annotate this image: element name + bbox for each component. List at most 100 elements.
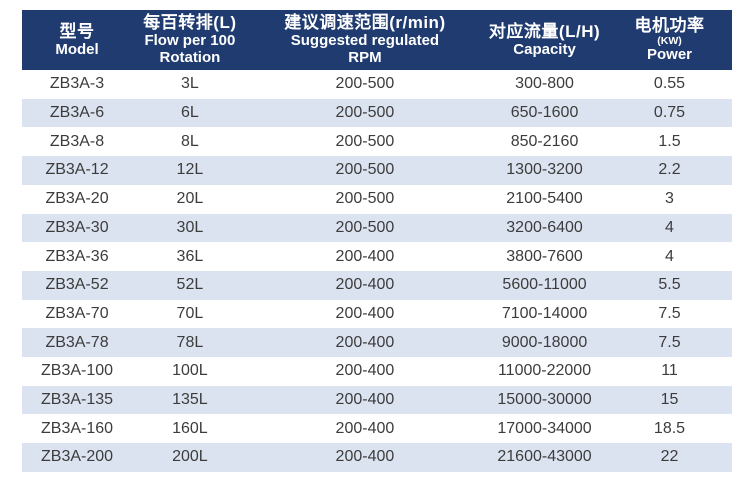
cell-rpm: 200-400 — [335, 448, 395, 466]
cell-capacity: 1300-3200 — [506, 161, 583, 179]
header-capacity-zh: 对应流量(L/H) — [488, 21, 601, 41]
header-flow-en1: Flow per 100 — [144, 32, 236, 50]
cell-capacity: 7100-14000 — [501, 304, 588, 322]
cell-power: 0.55 — [653, 75, 686, 93]
header-model-zh: 型号 — [59, 21, 95, 41]
cell-power: 1.5 — [658, 132, 681, 150]
cell-flow: 3L — [181, 75, 199, 93]
table-body: ZB3A-3 3L 200-500 300-800 0.55 ZB3A-6 6L… — [22, 70, 732, 472]
cell-capacity: 11000-22000 — [497, 362, 592, 380]
cell-model: ZB3A-30 — [45, 218, 109, 236]
cell-rpm: 200-500 — [335, 75, 395, 93]
header-flow-zh: 每百转排(L) — [143, 13, 237, 33]
table-header: 型号 Model 每百转排(L) Flow per 100 Rotation 建… — [22, 10, 732, 70]
cell-model: ZB3A-52 — [45, 276, 109, 294]
cell-rpm: 200-500 — [335, 161, 395, 179]
table-row: ZB3A-3 3L 200-500 300-800 0.55 — [22, 70, 732, 99]
table-row: ZB3A-70 70L 200-400 7100-14000 7.5 — [22, 300, 732, 329]
cell-model: ZB3A-8 — [49, 132, 105, 150]
cell-power: 15 — [660, 391, 679, 409]
header-rpm-zh: 建议调速范围(r/min) — [284, 13, 446, 33]
cell-rpm: 200-400 — [335, 276, 395, 294]
header-rpm-en2: RPM — [348, 49, 382, 67]
table-row: ZB3A-36 36L 200-400 3800-7600 4 — [22, 242, 732, 271]
cell-rpm: 200-500 — [335, 190, 395, 208]
cell-flow: 30L — [176, 218, 204, 236]
cell-capacity: 15000-30000 — [497, 391, 592, 409]
cell-power: 4 — [665, 218, 674, 236]
cell-capacity: 650-1600 — [510, 104, 579, 122]
header-model-en: Model — [55, 40, 99, 58]
cell-flow: 6L — [181, 104, 199, 122]
header-power-en: Power — [646, 45, 692, 63]
cell-rpm: 200-400 — [335, 333, 395, 351]
cell-flow: 78L — [176, 333, 204, 351]
header-capacity-en: Capacity — [513, 40, 576, 58]
cell-capacity: 9000-18000 — [501, 333, 588, 351]
header-cell-rpm: 建议调速范围(r/min) Suggested regulated RPM — [248, 10, 482, 70]
cell-power: 3 — [665, 190, 674, 208]
cell-power: 7.5 — [658, 304, 681, 322]
table-row: ZB3A-78 78L 200-400 9000-18000 7.5 — [22, 328, 732, 358]
header-power-zh: 电机功率 — [634, 16, 705, 36]
cell-capacity: 21600-43000 — [497, 448, 592, 466]
cell-flow: 70L — [176, 304, 204, 322]
cell-model: ZB3A-160 — [41, 419, 114, 437]
header-rpm-en1: Suggested regulated — [290, 32, 440, 50]
table-row: ZB3A-20 20L 200-500 2100-5400 3 — [22, 185, 732, 214]
header-flow-en2: Rotation — [159, 49, 221, 67]
table-row: ZB3A-200 200L 200-400 21600-43000 22 — [22, 443, 732, 472]
table-row: ZB3A-135 135L 200-400 15000-30000 15 — [22, 385, 732, 415]
cell-flow: 160L — [172, 419, 208, 437]
table-row: ZB3A-100 100L 200-400 11000-22000 11 — [22, 357, 732, 386]
header-cell-capacity: 对应流量(L/H) Capacity — [482, 10, 607, 70]
cell-model: ZB3A-200 — [41, 448, 114, 466]
table-row: ZB3A-52 52L 200-400 5600-11000 5.5 — [22, 270, 732, 300]
cell-flow: 20L — [176, 190, 204, 208]
cell-capacity: 17000-34000 — [497, 419, 592, 437]
spec-table: 型号 Model 每百转排(L) Flow per 100 Rotation 建… — [22, 10, 732, 472]
cell-model: ZB3A-12 — [45, 161, 109, 179]
cell-capacity: 3800-7600 — [506, 247, 583, 265]
cell-flow: 100L — [172, 362, 208, 380]
cell-power: 2.2 — [658, 161, 681, 179]
cell-rpm: 200-400 — [335, 304, 395, 322]
table-row: ZB3A-6 6L 200-500 650-1600 0.75 — [22, 98, 732, 128]
cell-flow: 200L — [172, 448, 208, 466]
cell-power: 5.5 — [658, 276, 681, 294]
cell-rpm: 200-500 — [335, 132, 395, 150]
cell-rpm: 200-500 — [335, 104, 395, 122]
cell-rpm: 200-500 — [335, 218, 395, 236]
cell-model: ZB3A-70 — [45, 304, 109, 322]
header-cell-power: 电机功率 (KW) Power — [607, 10, 732, 70]
cell-flow: 12L — [176, 161, 204, 179]
cell-power: 4 — [665, 247, 674, 265]
cell-power: 18.5 — [653, 419, 686, 437]
header-cell-model: 型号 Model — [22, 10, 132, 70]
cell-rpm: 200-400 — [335, 247, 395, 265]
cell-model: ZB3A-36 — [45, 247, 109, 265]
cell-flow: 8L — [181, 132, 199, 150]
cell-model: ZB3A-6 — [49, 104, 105, 122]
cell-model: ZB3A-135 — [41, 391, 114, 409]
header-cell-flow: 每百转排(L) Flow per 100 Rotation — [132, 10, 248, 70]
cell-capacity: 5600-11000 — [502, 276, 587, 294]
table-row: ZB3A-30 30L 200-500 3200-6400 4 — [22, 213, 732, 243]
cell-flow: 135L — [172, 391, 208, 409]
header-power-unit: (KW) — [657, 35, 682, 48]
cell-model: ZB3A-78 — [45, 333, 109, 351]
cell-flow: 52L — [176, 276, 204, 294]
cell-flow: 36L — [176, 247, 204, 265]
cell-power: 11 — [661, 362, 678, 380]
cell-power: 7.5 — [658, 333, 681, 351]
table-row: ZB3A-160 160L 200-400 17000-34000 18.5 — [22, 414, 732, 443]
table-row: ZB3A-12 12L 200-500 1300-3200 2.2 — [22, 156, 732, 185]
cell-rpm: 200-400 — [335, 362, 395, 380]
cell-power: 22 — [660, 448, 679, 466]
cell-capacity: 850-2160 — [510, 132, 579, 150]
cell-rpm: 200-400 — [335, 419, 395, 437]
cell-capacity: 300-800 — [515, 75, 574, 93]
cell-model: ZB3A-3 — [49, 75, 105, 93]
cell-model: ZB3A-20 — [45, 190, 109, 208]
cell-capacity: 2100-5400 — [506, 190, 583, 208]
